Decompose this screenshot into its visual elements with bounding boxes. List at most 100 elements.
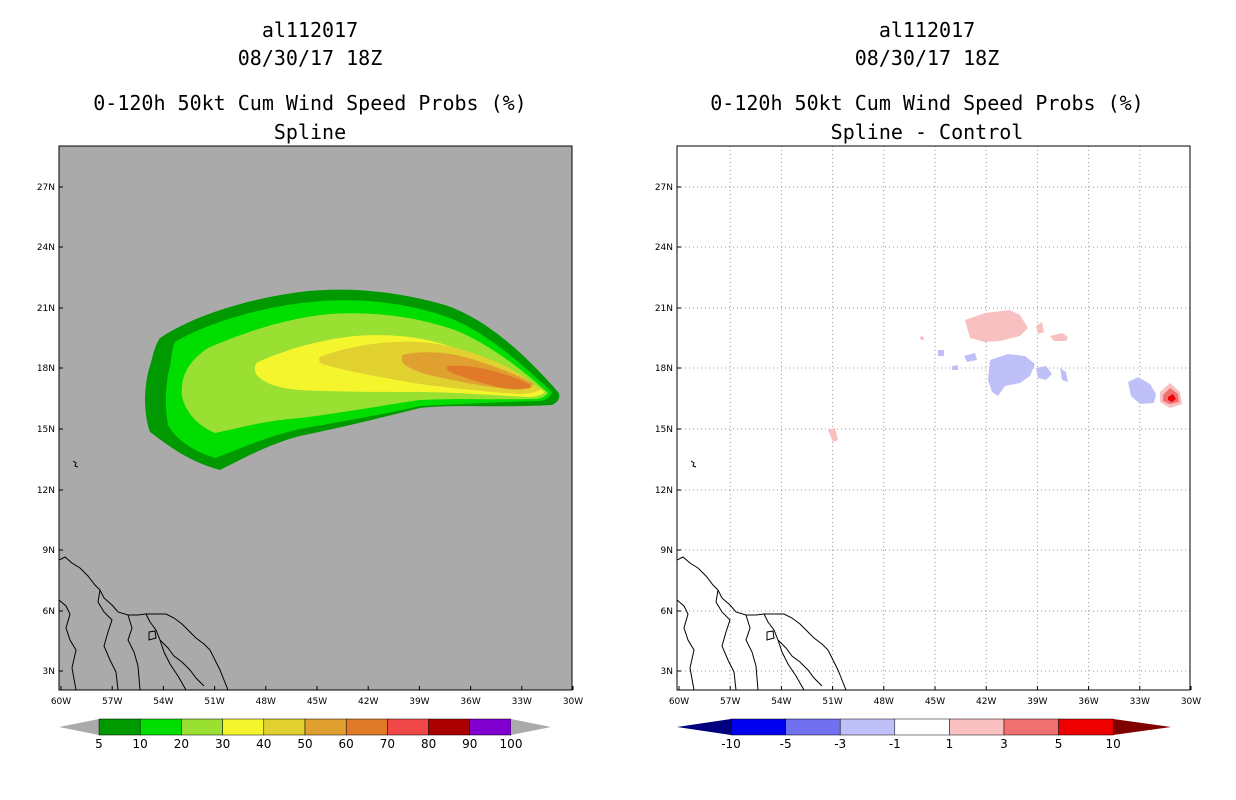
prob-contour-60 bbox=[446, 365, 532, 390]
left-map-frame bbox=[58, 145, 573, 691]
coastline-south-america bbox=[59, 556, 229, 690]
colorbar-swatch bbox=[345, 718, 388, 736]
lat-label: 27N bbox=[37, 183, 55, 193]
colorbar-arrow-right bbox=[511, 719, 551, 735]
right-storm-id: al112017 bbox=[878, 18, 976, 42]
lon-label: 36W bbox=[1078, 697, 1098, 707]
lon-label: 39W bbox=[409, 697, 429, 707]
lon-label: 60W bbox=[669, 697, 689, 707]
colorbar-swatch bbox=[139, 718, 182, 736]
lon-label: 33W bbox=[512, 697, 532, 707]
lon-label: 51W bbox=[204, 697, 224, 707]
colorbar-label: 10 bbox=[1106, 737, 1121, 751]
coastline-south-america bbox=[677, 556, 847, 690]
lon-label: 57W bbox=[720, 697, 740, 707]
colorbar-label: 60 bbox=[339, 737, 354, 751]
small-island bbox=[72, 460, 79, 468]
lon-label: 54W bbox=[771, 697, 791, 707]
colorbar-swatch bbox=[263, 718, 306, 736]
right-subtitle: Spline - Control bbox=[830, 120, 1024, 144]
right-lon-axis: 60W 57W 54W 51W 48W 45W 42W 39W 36W 33W 30W bbox=[669, 686, 1201, 707]
colorbar-swatch bbox=[949, 718, 1005, 736]
colorbar-swatch bbox=[1058, 718, 1114, 736]
colorbar-swatch bbox=[387, 718, 429, 736]
colorbar-swatch bbox=[469, 718, 512, 736]
diff-positive-core-5 bbox=[1168, 394, 1176, 402]
left-lon-axis: 60W 57W 54W 51W 48W 45W 42W 39W 36W 33W 30W bbox=[51, 686, 583, 707]
lon-label: 48W bbox=[874, 697, 894, 707]
right-product-title: 0-120h 50kt Cum Wind Speed Probs (%) bbox=[710, 91, 1144, 115]
lat-label: 15N bbox=[37, 425, 55, 435]
colorbar-label: 1 bbox=[946, 737, 954, 751]
lon-label: 48W bbox=[256, 697, 276, 707]
lat-label: 21N bbox=[655, 304, 673, 314]
lon-label: 45W bbox=[925, 697, 945, 707]
colorbar-label: 100 bbox=[500, 737, 523, 751]
right-map: 3N 6N 9N 12N 15N 18N 21N 24N 27N 60W 57W 54W 51W 48W… bbox=[655, 145, 1201, 707]
right-colorbar: -10 -5 -3 -1 1 3 5 10 bbox=[677, 718, 1172, 751]
right-map-gridlines bbox=[677, 146, 1190, 690]
diff-negative-blob-e bbox=[1036, 366, 1052, 380]
lon-label: 45W bbox=[307, 697, 327, 707]
colorbar-swatch bbox=[428, 718, 471, 736]
diff-negative-blob-c bbox=[938, 350, 944, 356]
lat-label: 6N bbox=[43, 607, 55, 617]
diff-negative-blob-b bbox=[964, 353, 977, 362]
lat-label: 6N bbox=[661, 607, 673, 617]
diff-negative-blob-f bbox=[1060, 368, 1068, 382]
colorbar-swatch bbox=[181, 718, 223, 736]
lat-label: 12N bbox=[37, 486, 55, 496]
left-storm-id: al112017 bbox=[261, 18, 359, 42]
lat-label: 12N bbox=[655, 486, 673, 496]
lat-label: 9N bbox=[661, 546, 673, 556]
colorbar-label: 3 bbox=[1000, 737, 1008, 751]
lon-label: 57W bbox=[102, 697, 122, 707]
lat-label: 3N bbox=[43, 667, 55, 677]
colorbar-swatch bbox=[222, 718, 265, 736]
lon-label: 30W bbox=[563, 697, 583, 707]
diff-positive-blob-a bbox=[965, 310, 1028, 342]
colorbar-label: 30 bbox=[215, 737, 230, 751]
left-product-title: 0-120h 50kt Cum Wind Speed Probs (%) bbox=[93, 91, 527, 115]
diff-negative-blob-d bbox=[952, 365, 958, 370]
diff-positive-blob-e bbox=[828, 428, 838, 442]
left-map: 3N 6N 9N 12N 15N 18N 21N 24N 27N 60W 57W 54W 51W 48W… bbox=[37, 145, 583, 707]
small-island bbox=[690, 460, 697, 468]
diff-positive-blob-b bbox=[1036, 322, 1044, 334]
left-datetime: 08/30/17 18Z bbox=[237, 46, 383, 70]
colorbar-label: -10 bbox=[721, 737, 741, 751]
colorbar-label: 90 bbox=[462, 737, 477, 751]
lon-label: 54W bbox=[153, 697, 173, 707]
colorbar-swatch bbox=[730, 718, 786, 736]
colorbar-arrow-left bbox=[677, 719, 731, 735]
right-map-background bbox=[677, 146, 1190, 690]
lat-label: 15N bbox=[655, 425, 673, 435]
lat-label: 24N bbox=[37, 243, 55, 253]
colorbar-label: -3 bbox=[834, 737, 846, 751]
colorbar-label: 5 bbox=[1055, 737, 1063, 751]
lon-label: 39W bbox=[1027, 697, 1047, 707]
colorbar-swatch bbox=[894, 718, 950, 736]
colorbar-arrow-right bbox=[1113, 719, 1172, 735]
colorbar-swatch bbox=[1003, 718, 1059, 736]
colorbar-label: 20 bbox=[174, 737, 189, 751]
diff-positive-blob-c bbox=[1050, 333, 1068, 341]
lon-label: 42W bbox=[358, 697, 378, 707]
colorbar-label: 5 bbox=[95, 737, 103, 751]
diff-negative-blob-a bbox=[988, 354, 1035, 396]
lat-label: 21N bbox=[37, 304, 55, 314]
colorbar-swatch bbox=[98, 718, 141, 736]
colorbar-label: 80 bbox=[421, 737, 436, 751]
colorbar-label: -1 bbox=[889, 737, 901, 751]
colorbar-label: 50 bbox=[297, 737, 312, 751]
colorbar-label: 10 bbox=[133, 737, 148, 751]
colorbar-swatch bbox=[839, 718, 896, 736]
lon-label: 30W bbox=[1181, 697, 1201, 707]
lon-label: 60W bbox=[51, 697, 71, 707]
lat-label: 9N bbox=[43, 546, 55, 556]
colorbar-label: 70 bbox=[380, 737, 395, 751]
diff-positive-blob-d bbox=[920, 336, 924, 340]
colorbar-swatch bbox=[304, 718, 347, 736]
left-lat-axis: 3N 6N 9N 12N 15N 18N 21N 24N 27N bbox=[37, 183, 63, 677]
lon-label: 51W bbox=[822, 697, 842, 707]
